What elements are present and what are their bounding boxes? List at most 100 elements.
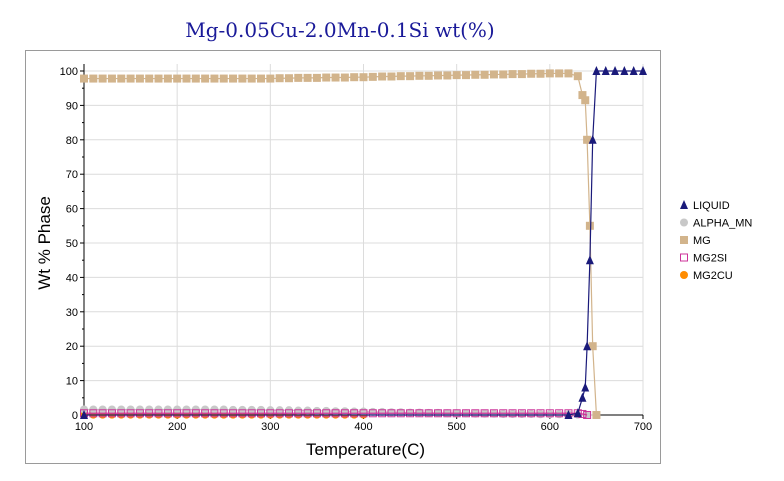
data-point-liquid bbox=[585, 255, 594, 265]
data-point-mg bbox=[573, 72, 582, 81]
data-point-mg2si bbox=[387, 409, 396, 418]
data-point-mg2si bbox=[257, 409, 266, 418]
data-point-alpha-mn bbox=[350, 407, 359, 416]
data-point-mg2si bbox=[229, 409, 238, 418]
data-point-mg2si bbox=[545, 409, 554, 418]
data-point-mg2si bbox=[107, 409, 116, 418]
data-point-alpha-mn bbox=[340, 407, 349, 416]
legend-label-mg2cu: MG2CU bbox=[693, 270, 733, 282]
legend-label-mg2si: MG2SI bbox=[693, 253, 727, 265]
y-tick-label: 40 bbox=[66, 272, 78, 284]
x-axis-title: Temperature(C) bbox=[306, 440, 425, 459]
data-point-mg bbox=[452, 71, 461, 80]
data-point-mg bbox=[98, 74, 107, 83]
data-point-mg bbox=[415, 71, 424, 80]
data-point-mg bbox=[80, 74, 88, 83]
data-point-mg2si bbox=[154, 409, 163, 418]
data-point-mg bbox=[527, 69, 536, 78]
data-point-alpha-mn bbox=[331, 407, 340, 416]
data-point-mg bbox=[583, 135, 592, 144]
data-point-mg bbox=[406, 72, 415, 81]
data-point-mg bbox=[581, 96, 590, 105]
data-point-liquid bbox=[629, 66, 638, 75]
data-point-alpha-mn bbox=[527, 409, 536, 418]
data-point-mg bbox=[578, 91, 587, 100]
data-point-mg bbox=[173, 74, 182, 83]
data-point-mg bbox=[266, 74, 275, 83]
data-point-mg bbox=[564, 69, 573, 78]
data-point-mg bbox=[588, 342, 597, 351]
data-point-mg2si bbox=[275, 409, 284, 418]
data-point-mg bbox=[424, 71, 433, 80]
data-point-mg bbox=[247, 74, 256, 83]
data-point-alpha-mn bbox=[499, 409, 508, 418]
x-tick-label: 600 bbox=[541, 421, 559, 433]
x-tick-label: 500 bbox=[447, 421, 465, 433]
data-point-mg bbox=[294, 73, 303, 82]
data-point-mg bbox=[471, 70, 480, 79]
data-point-mg bbox=[517, 70, 526, 79]
data-point-mg bbox=[154, 74, 163, 83]
legend-marker-mg2cu bbox=[680, 271, 688, 279]
x-tick-label: 300 bbox=[261, 421, 279, 433]
data-point-mg2si bbox=[322, 409, 331, 418]
data-point-mg bbox=[201, 74, 210, 83]
data-point-mg bbox=[126, 74, 135, 83]
data-point-mg bbox=[312, 73, 321, 82]
data-point-mg bbox=[284, 74, 293, 83]
legend-marker-liquid bbox=[680, 200, 688, 209]
data-point-mg bbox=[89, 74, 98, 83]
data-point-mg2si bbox=[555, 409, 564, 418]
y-tick-label: 20 bbox=[66, 341, 78, 353]
data-point-mg2si bbox=[424, 409, 433, 418]
series-line-mg2si bbox=[84, 412, 588, 416]
data-point-liquid bbox=[581, 382, 590, 392]
y-tick-label: 90 bbox=[66, 100, 78, 112]
y-tick-label: 80 bbox=[66, 135, 78, 147]
data-point-liquid bbox=[583, 341, 592, 351]
data-point-mg2si bbox=[406, 409, 415, 418]
data-point-mg2si bbox=[238, 409, 247, 418]
data-point-mg2si bbox=[517, 409, 526, 418]
data-point-alpha-mn bbox=[508, 409, 517, 418]
data-point-mg2si bbox=[396, 409, 405, 418]
data-point-mg2si bbox=[378, 409, 387, 418]
series-mg2si bbox=[80, 409, 592, 419]
series-mg bbox=[80, 69, 601, 419]
data-point-mg2si bbox=[583, 411, 592, 419]
data-point-mg bbox=[145, 74, 154, 83]
x-tick-label: 400 bbox=[354, 421, 372, 433]
data-point-mg2si bbox=[499, 409, 508, 418]
data-point-mg bbox=[135, 74, 144, 83]
data-point-mg2si bbox=[489, 409, 498, 418]
data-point-alpha-mn bbox=[303, 406, 312, 415]
series-liquid bbox=[80, 66, 647, 419]
data-point-mg bbox=[322, 73, 331, 82]
data-point-mg2si bbox=[527, 409, 536, 418]
data-point-mg2si bbox=[359, 409, 368, 418]
legend-marker-mg2si bbox=[680, 253, 688, 262]
data-point-mg bbox=[340, 73, 349, 82]
data-point-mg bbox=[331, 73, 340, 82]
chart-title: Mg-0.05Cu-2.0Mn-0.1Si wt(%) bbox=[185, 18, 495, 42]
y-tick-label: 10 bbox=[66, 376, 78, 388]
data-point-mg bbox=[229, 74, 238, 83]
data-point-liquid bbox=[80, 410, 88, 419]
y-tick-label: 60 bbox=[66, 204, 78, 216]
data-point-mg2si bbox=[173, 409, 182, 418]
data-point-liquid bbox=[578, 392, 587, 402]
data-point-mg bbox=[545, 69, 554, 78]
data-point-alpha-mn bbox=[294, 406, 303, 415]
data-point-mg bbox=[368, 72, 377, 81]
data-point-mg2si bbox=[210, 409, 219, 418]
data-point-mg bbox=[350, 73, 359, 82]
legend-marker-mg bbox=[680, 236, 688, 244]
data-point-mg2si bbox=[294, 409, 303, 418]
data-point-mg bbox=[396, 72, 405, 81]
data-point-mg2si bbox=[508, 409, 517, 418]
data-point-mg2si bbox=[480, 409, 489, 418]
data-point-mg bbox=[238, 74, 247, 83]
data-point-mg2si bbox=[536, 409, 545, 418]
data-point-liquid bbox=[588, 134, 597, 144]
